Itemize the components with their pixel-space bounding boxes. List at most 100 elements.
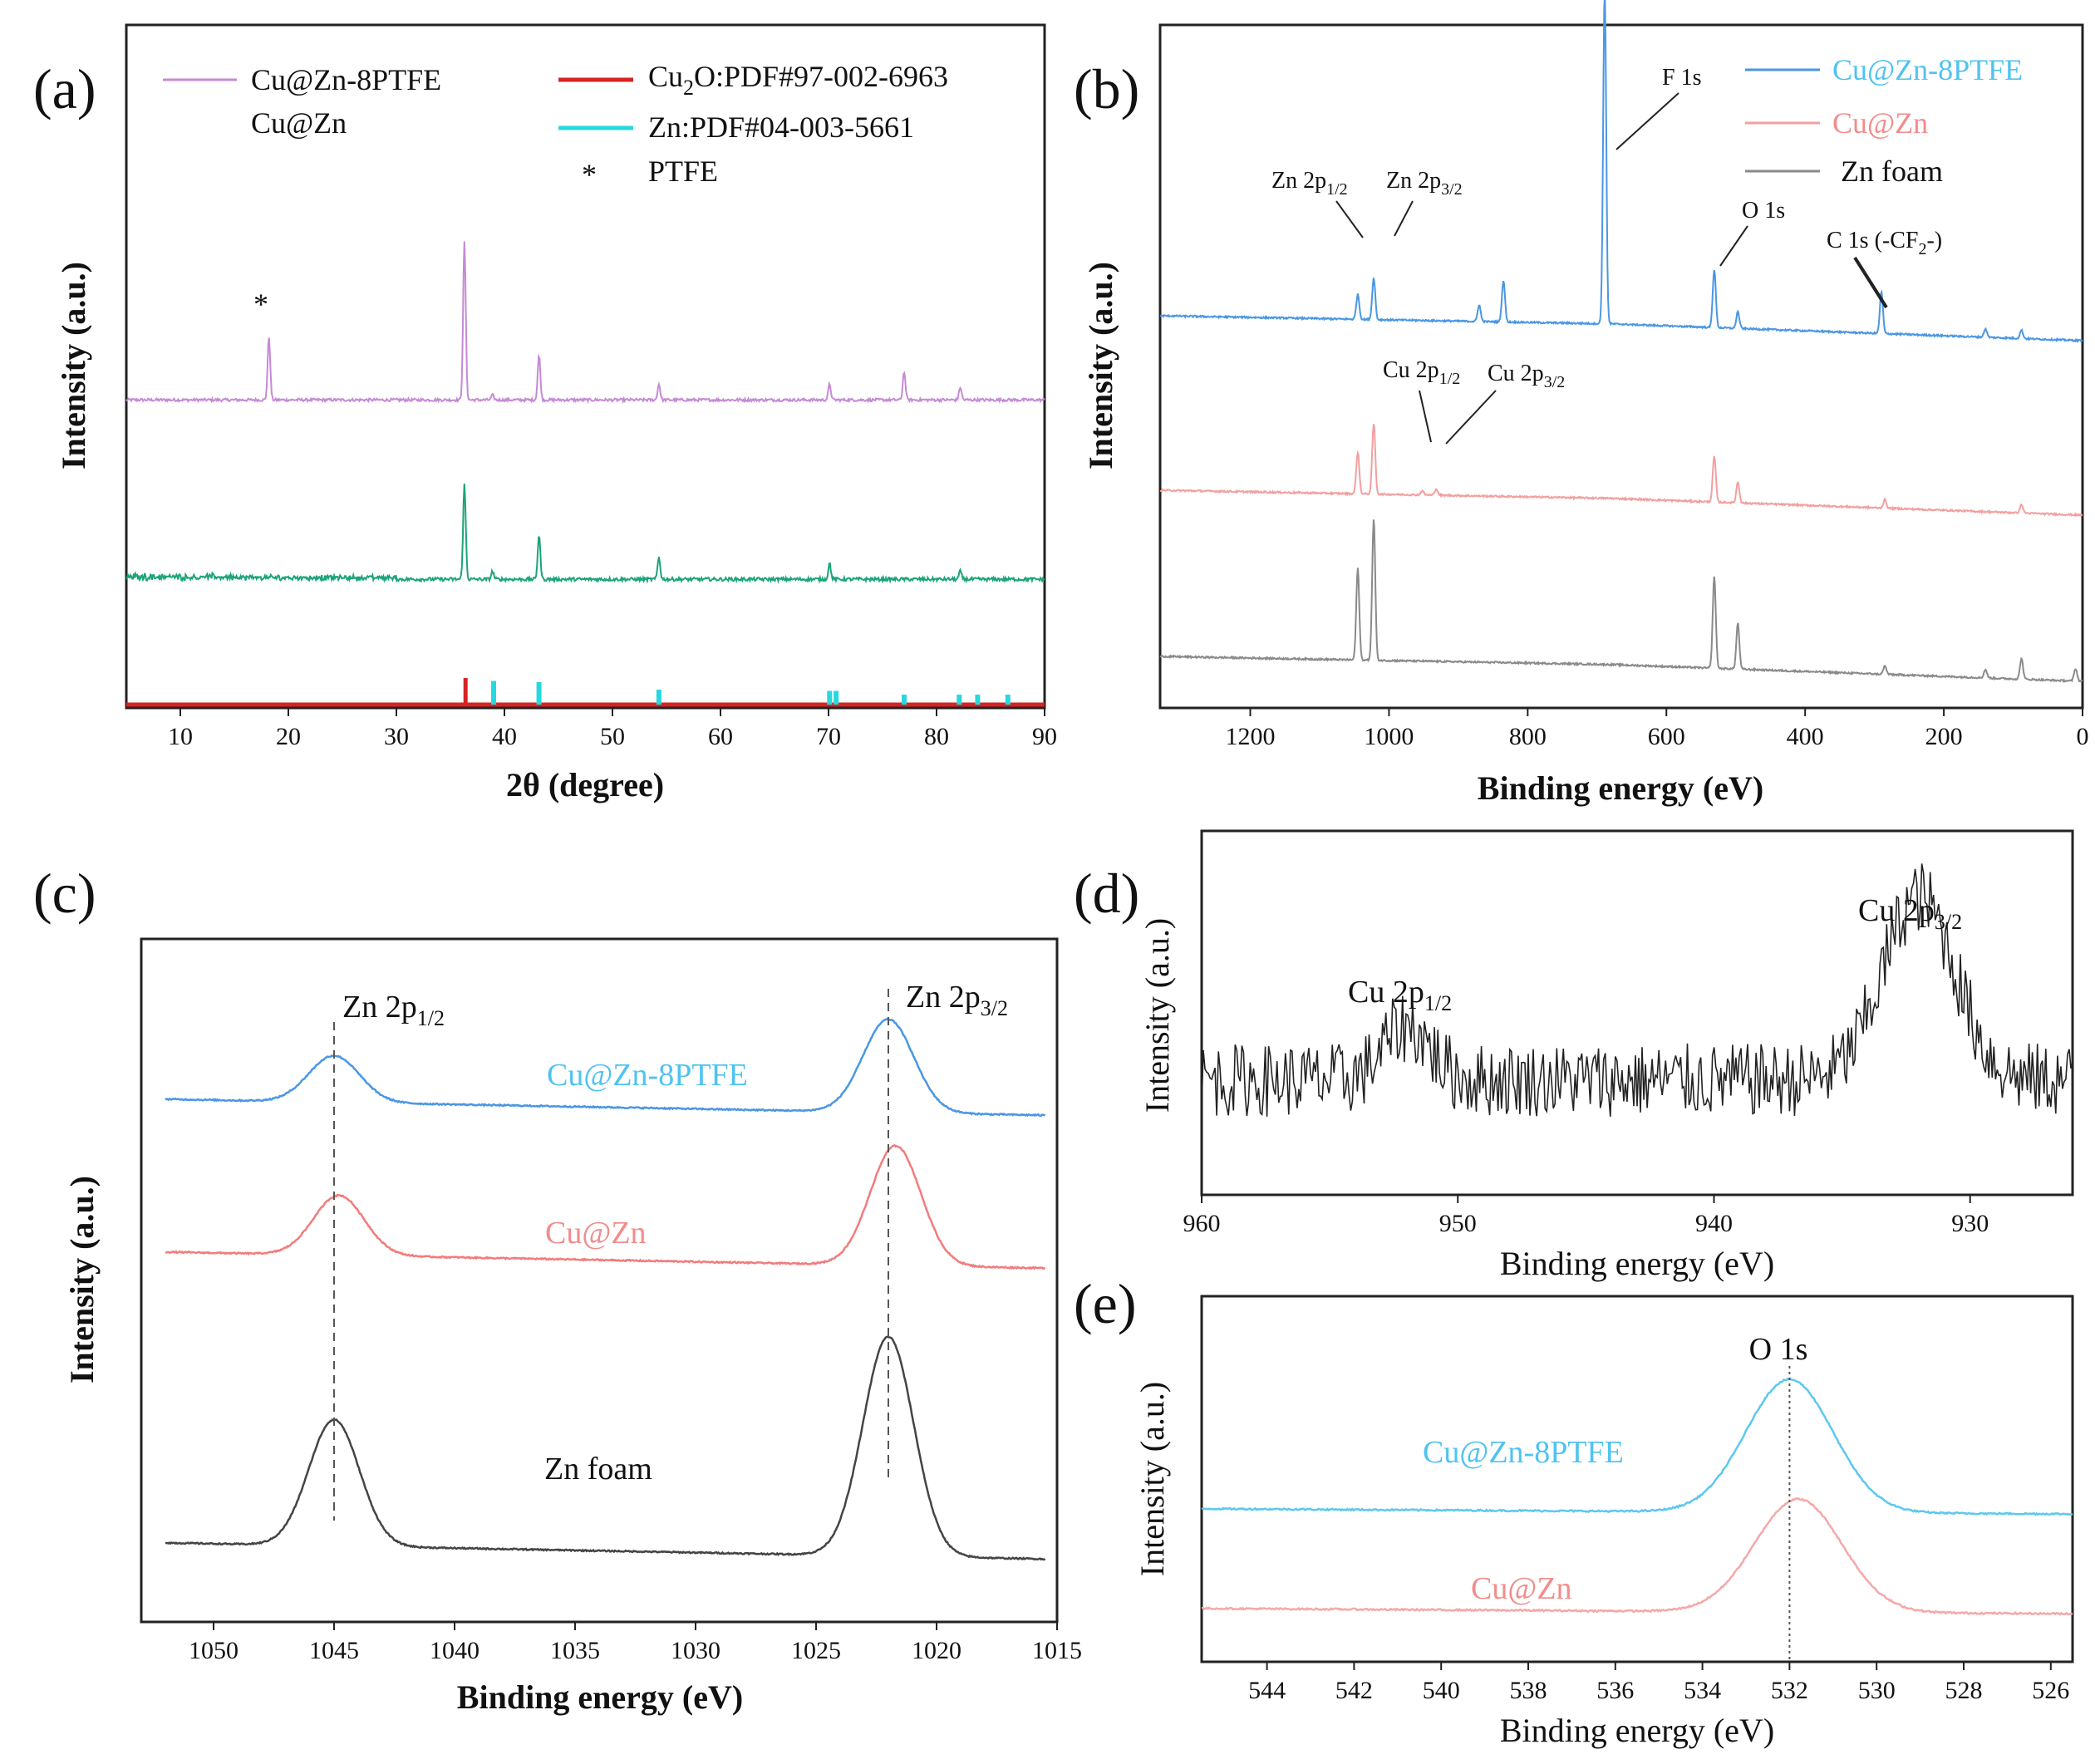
e-tick-label-0: 544 [1248,1677,1286,1704]
panel-c-xlabel: Binding energy (eV) [457,1678,743,1716]
panel-e-curves [1201,1366,2073,1662]
c-tick-label-2: 1040 [430,1637,479,1664]
e-tick-label-3: 538 [1510,1677,1547,1704]
panel-a-curves [125,241,1045,707]
legend-cu-zn: Cu@Zn [251,106,347,140]
legend-b-cu-zn: Cu@Zn [1832,106,1928,140]
panel-a-ticks: 10 20 30 40 50 60 70 80 90 [168,708,1057,750]
panel-c-curves [165,989,1046,1561]
a-tick-label-2: 30 [384,723,409,750]
d-tick-label-3: 930 [1951,1210,1989,1237]
b-tick-label-5: 200 [1925,723,1963,750]
legend-zn: Zn:PDF#04-003-5661 [648,111,914,144]
annot-zn2p12-leader [1335,200,1364,238]
annot-zn2p12: Zn 2p1/2 [1271,168,1348,199]
panel-b-ticks: 1200 1000 800 600 400 200 0 [1225,708,2089,750]
panel-a-letter: (a) [33,57,96,120]
annot-cu2p12: Cu 2p1/2 [1383,357,1460,388]
c-tick-label-4: 1030 [671,1637,720,1664]
legend-ptfe: PTFE [648,155,718,188]
c-tick-label-0: 1050 [189,1637,239,1664]
panel-e-frame [1200,1295,2074,1663]
panel-c-frame [140,937,1059,1624]
e-series-1 [1201,1497,2073,1616]
panel-a-ylabel: Intensity (a.u.) [55,262,92,469]
annot-e-label-cu-zn-8ptfe: Cu@Zn-8PTFE [1423,1435,1624,1470]
annot-c-label-cu-zn: Cu@Zn [545,1216,647,1251]
panel-a-xlabel: 2θ (degree) [506,766,664,803]
panel-e-letter: (e) [1074,1272,1136,1335]
panel-a-frame [125,23,1046,710]
panel-c-ticks: 1050 1045 1040 1035 1030 1025 1020 1015 [189,1622,1082,1664]
panel-d-curves [1201,863,2073,1117]
b-series-0 [1159,0,2083,343]
e-tick-label-1: 542 [1335,1677,1373,1704]
a-tick-label-3: 40 [492,723,517,750]
panel-c-annotations: Zn 2p1/2 Zn 2p3/2 Cu@Zn-8PTFE Cu@Zn Zn f… [342,980,1008,1486]
panel-b-curves [1159,0,2083,684]
a-tick-label-4: 50 [600,723,625,750]
e-tick-label-6: 532 [1771,1677,1808,1704]
d-series-0 [1201,863,2073,1117]
panel-d-letter: (d) [1074,862,1139,925]
legend-cu-zn-8ptfe: Cu@Zn-8PTFE [251,63,441,96]
d-tick-label-0: 960 [1183,1210,1221,1237]
e-series-0 [1201,1377,2073,1516]
annot-e-label-cu-zn: Cu@Zn [1471,1571,1572,1606]
panel-b-frame [1158,23,2084,710]
annot-d-cu32: Cu 2p3/2 [1858,893,1962,934]
b-tick-label-4: 400 [1787,723,1824,750]
d-tick-label-2: 940 [1695,1210,1733,1237]
annot-o1s-leader [1719,225,1748,267]
legend-star-marker: * [582,158,597,191]
annot-zn2p32-leader [1394,200,1414,237]
e-tick-label-2: 540 [1423,1677,1460,1704]
panel-b-xlabel: Binding energy (eV) [1478,769,1763,807]
a-tick-label-6: 70 [816,723,841,750]
annot-c-zn32: Zn 2p3/2 [906,980,1008,1020]
e-tick-label-9: 526 [2032,1677,2069,1704]
panel-a-legend: Cu@Zn-8PTFE Cu@Zn Cu2O:PDF#97-002-6963 Z… [163,60,948,191]
a-tick-label-5: 60 [708,723,733,750]
panel-d-frame [1200,829,2074,1196]
a-tick-label-8: 90 [1032,723,1057,750]
b-series-1 [1159,424,2083,518]
a-tick-label-0: 10 [168,723,193,750]
annot-d-cu12: Cu 2p1/2 [1348,975,1452,1015]
ptfe-peak-marker: * [253,287,268,321]
panel-a: (a) 10 20 30 40 50 60 70 80 90 2θ (degree) Inten… [33,23,1057,803]
c-tick-label-3: 1035 [550,1637,600,1664]
e-tick-label-8: 528 [1945,1677,1983,1704]
a-tick-label-1: 20 [276,723,301,750]
annot-c1s-leader [1853,256,1888,309]
b-tick-label-1: 1000 [1364,723,1414,750]
a-series-1 [125,483,1045,584]
panel-c-ylabel: Intensity (a.u.) [63,1176,101,1383]
panel-b-ylabel: Intensity (a.u.) [1082,262,1119,469]
annot-cu2p12-leader [1419,390,1432,443]
legend-cu2o: Cu2O:PDF#97-002-6963 [648,60,948,100]
e-tick-label-5: 534 [1684,1677,1721,1704]
annot-f1s: F 1s [1662,65,1701,91]
annot-c-zn12: Zn 2p1/2 [342,990,445,1030]
panel-e-xlabel: Binding energy (eV) [1500,1712,1774,1749]
panel-d-ylabel: Intensity (a.u.) [1138,918,1176,1113]
panel-e: (e) 544 542 540 538 536 534 532 530 528 526 Bindi… [1074,1272,2074,1749]
a-series-0 [125,241,1045,405]
panel-e-ticks: 544 542 540 538 536 534 532 530 528 526 [1248,1662,2069,1704]
panel-d-xlabel: Binding energy (eV) [1500,1245,1774,1282]
annot-c-label-cu-zn-8ptfe: Cu@Zn-8PTFE [547,1058,748,1093]
panel-b-annotations: F 1s Zn 2p1/2 Zn 2p3/2 O 1s C 1s (-CF2-)… [1271,65,1942,445]
legend-b-zn-foam: Zn foam [1841,155,1943,188]
annot-c1s: C 1s (-CF2-) [1827,228,1942,258]
panel-b-legend: Cu@Zn-8PTFE Cu@Zn Zn foam [1745,53,2023,188]
c-series-0 [165,1017,1046,1118]
b-tick-label-6: 0 [2077,723,2089,750]
annot-f1s-leader [1616,92,1679,150]
panel-c: (c) 1050 1045 1040 1035 1030 1025 1020 1015 Bin… [33,862,1082,1716]
panel-d-ticks: 960 950 940 930 [1183,1195,1989,1237]
panel-c-letter: (c) [33,862,96,925]
e-tick-label-4: 536 [1596,1677,1634,1704]
annot-o1s: O 1s [1742,198,1785,224]
